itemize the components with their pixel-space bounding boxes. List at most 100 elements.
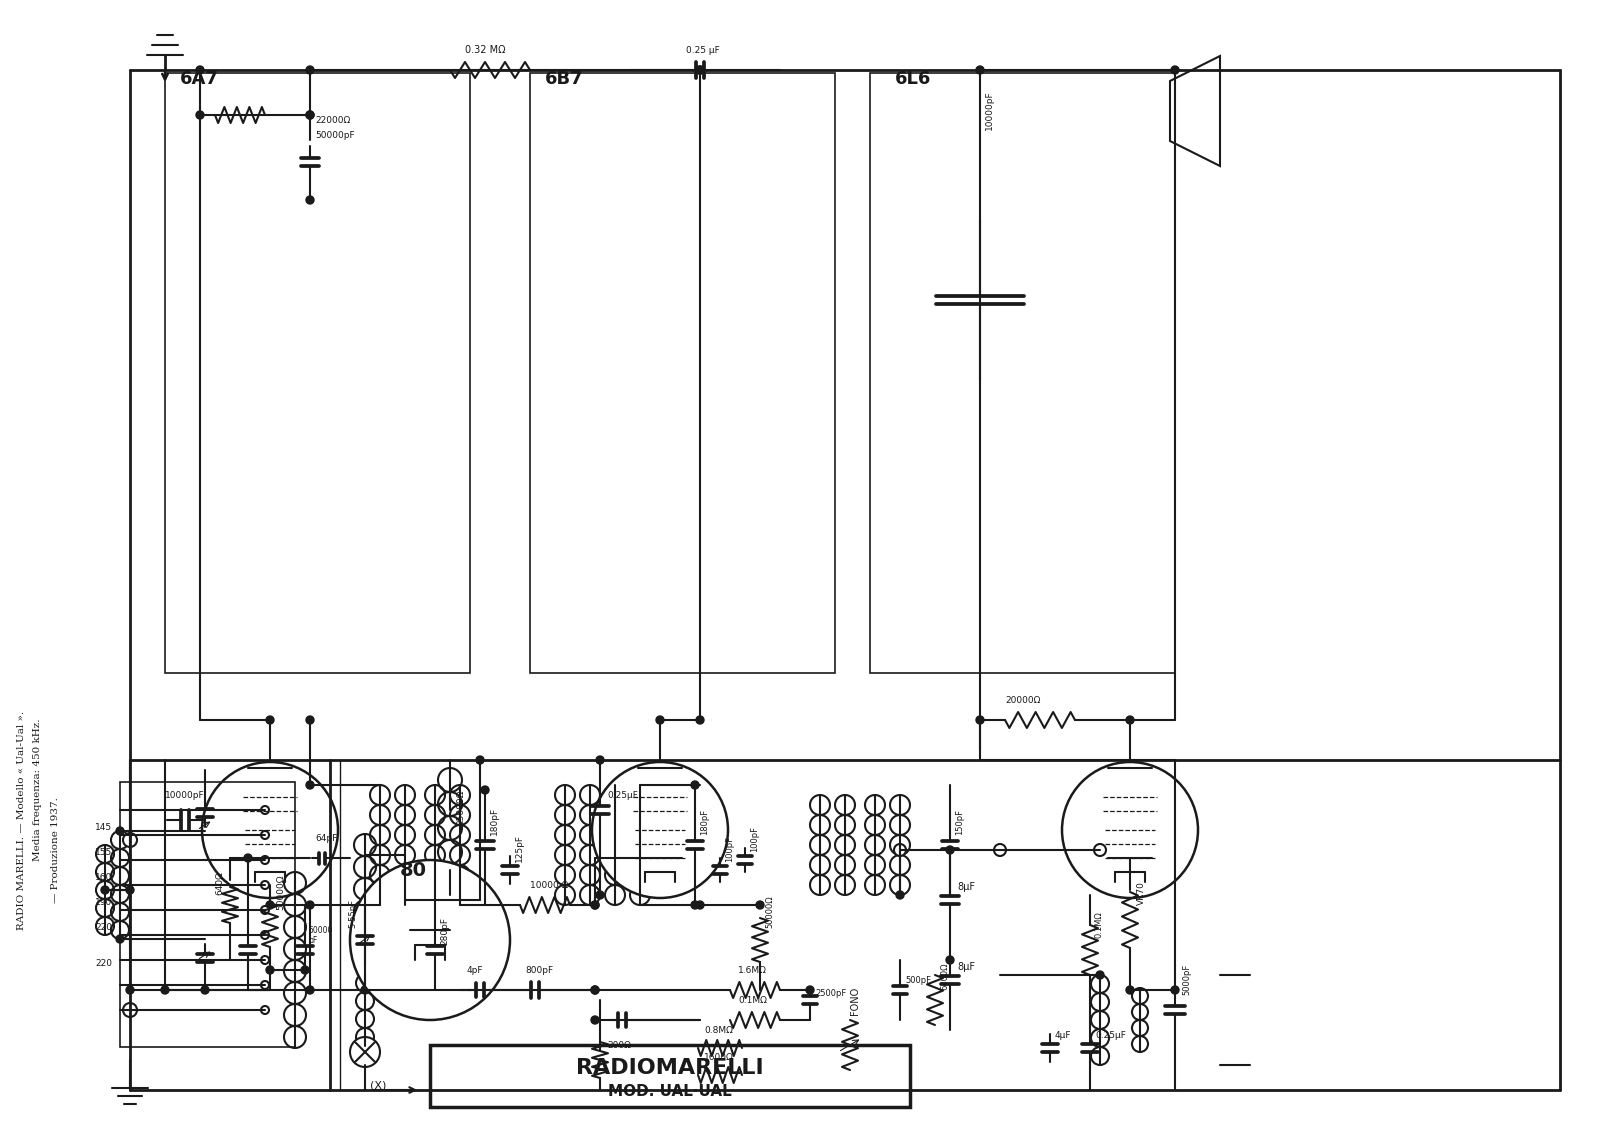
Text: 2500pF: 2500pF: [814, 988, 846, 998]
Text: VR70: VR70: [1138, 881, 1146, 905]
Text: 25000Ω: 25000Ω: [456, 789, 466, 824]
Bar: [430, 1045, 910, 1107]
Circle shape: [696, 716, 704, 724]
Text: 80: 80: [400, 861, 427, 880]
Circle shape: [362, 986, 370, 994]
Text: FONO: FONO: [850, 986, 861, 1015]
Circle shape: [1096, 972, 1104, 979]
Circle shape: [656, 716, 664, 724]
Text: 0.25µF: 0.25µF: [606, 791, 638, 800]
Circle shape: [994, 844, 1006, 856]
Text: 0.32 MΩ: 0.32 MΩ: [466, 45, 506, 55]
Circle shape: [261, 931, 269, 939]
Circle shape: [691, 901, 699, 909]
Circle shape: [195, 111, 205, 119]
Circle shape: [482, 786, 490, 794]
Text: RADIO MARELLI. — Modello « Ual-Ual ».: RADIO MARELLI. — Modello « Ual-Ual ».: [18, 710, 27, 930]
Text: 200Ω: 200Ω: [606, 1041, 630, 1050]
Text: 1600Ω: 1600Ω: [704, 1053, 734, 1062]
Circle shape: [350, 1037, 381, 1067]
Text: 50000pF: 50000pF: [315, 131, 355, 140]
Text: 50000
pF: 50000 pF: [307, 925, 333, 946]
Circle shape: [430, 986, 438, 994]
Text: 800pF: 800pF: [525, 966, 554, 975]
Circle shape: [261, 981, 269, 988]
Text: 50000Ω: 50000Ω: [277, 874, 285, 910]
Circle shape: [976, 716, 984, 724]
Circle shape: [1062, 762, 1198, 898]
Circle shape: [590, 901, 598, 909]
Circle shape: [306, 986, 314, 994]
Text: 6A7: 6A7: [179, 70, 219, 88]
Circle shape: [590, 986, 598, 994]
Circle shape: [202, 986, 210, 994]
Circle shape: [306, 901, 314, 909]
Text: 5-55pF: 5-55pF: [349, 899, 357, 929]
Circle shape: [946, 846, 954, 854]
Text: 180pF: 180pF: [490, 806, 499, 835]
Text: 5000pF: 5000pF: [1182, 964, 1190, 995]
Circle shape: [590, 986, 598, 994]
Circle shape: [757, 901, 765, 909]
Circle shape: [590, 901, 598, 909]
Circle shape: [123, 1003, 138, 1017]
Text: 145: 145: [94, 823, 112, 832]
Circle shape: [306, 111, 314, 119]
Circle shape: [123, 834, 138, 847]
Text: Media frequenza: 450 kHz.: Media frequenza: 450 kHz.: [34, 718, 43, 861]
Text: 150pF: 150pF: [955, 809, 963, 835]
Circle shape: [595, 756, 605, 765]
Text: 500pF: 500pF: [906, 976, 931, 985]
Circle shape: [195, 66, 205, 74]
Circle shape: [266, 716, 274, 724]
Circle shape: [696, 901, 704, 909]
Text: 160: 160: [94, 873, 112, 882]
Circle shape: [126, 886, 134, 893]
Circle shape: [261, 906, 269, 914]
Bar: [870, 74, 1174, 673]
Circle shape: [261, 1005, 269, 1015]
Text: 50000Ω: 50000Ω: [765, 896, 774, 929]
Text: 125pF: 125pF: [515, 834, 525, 862]
Circle shape: [162, 986, 170, 994]
Circle shape: [301, 966, 309, 974]
Circle shape: [266, 901, 274, 909]
Circle shape: [696, 782, 704, 789]
Text: 0.25µF: 0.25µF: [1094, 1031, 1126, 1041]
Circle shape: [306, 111, 314, 119]
Circle shape: [1171, 66, 1179, 74]
Circle shape: [115, 935, 125, 943]
Circle shape: [261, 956, 269, 964]
Bar: [530, 74, 835, 673]
Text: 8µF: 8µF: [957, 882, 974, 892]
Circle shape: [1171, 986, 1179, 994]
Text: 640Ω: 640Ω: [214, 871, 224, 895]
Circle shape: [261, 856, 269, 864]
Circle shape: [946, 956, 954, 964]
Circle shape: [1126, 716, 1134, 724]
Circle shape: [266, 966, 274, 974]
Circle shape: [115, 827, 125, 835]
Text: MOD. UAL·UAL: MOD. UAL·UAL: [608, 1085, 731, 1099]
Circle shape: [1094, 844, 1106, 856]
Text: 190: 190: [94, 898, 112, 907]
Circle shape: [261, 831, 269, 839]
Circle shape: [362, 901, 370, 909]
Text: 280pF: 280pF: [440, 917, 450, 946]
Circle shape: [696, 66, 704, 74]
Circle shape: [696, 66, 704, 74]
Text: 10000pF: 10000pF: [986, 90, 994, 130]
Text: 6400Ω: 6400Ω: [941, 962, 949, 990]
Circle shape: [592, 762, 728, 898]
Circle shape: [306, 66, 314, 74]
Circle shape: [126, 986, 134, 994]
Text: 10000pF: 10000pF: [165, 791, 205, 800]
Text: 10000 Ω: 10000 Ω: [530, 881, 568, 890]
Bar: [120, 782, 294, 1047]
Text: 6L6: 6L6: [894, 70, 931, 88]
Text: 155: 155: [94, 848, 112, 857]
Circle shape: [101, 886, 109, 893]
Text: — Produzione 1937.: — Produzione 1937.: [51, 797, 59, 903]
Text: 0.1MΩ: 0.1MΩ: [1094, 912, 1104, 938]
Text: 22000Ω: 22000Ω: [315, 116, 350, 126]
